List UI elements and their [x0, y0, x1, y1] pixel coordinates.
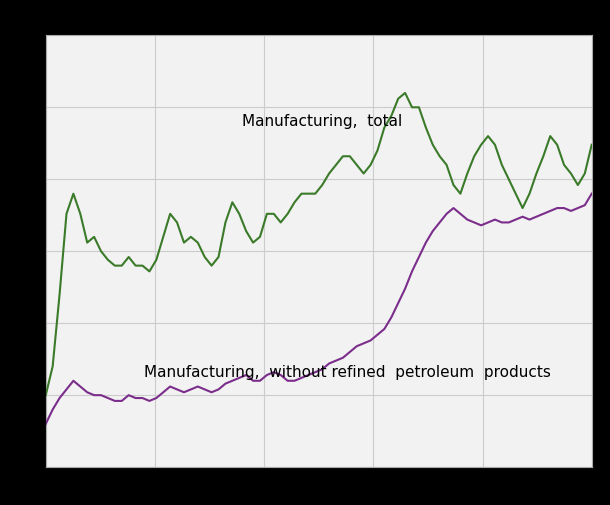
Text: Manufacturing,  total: Manufacturing, total	[242, 114, 403, 129]
Text: Manufacturing,  without refined  petroleum  products: Manufacturing, without refined petroleum…	[144, 365, 551, 380]
